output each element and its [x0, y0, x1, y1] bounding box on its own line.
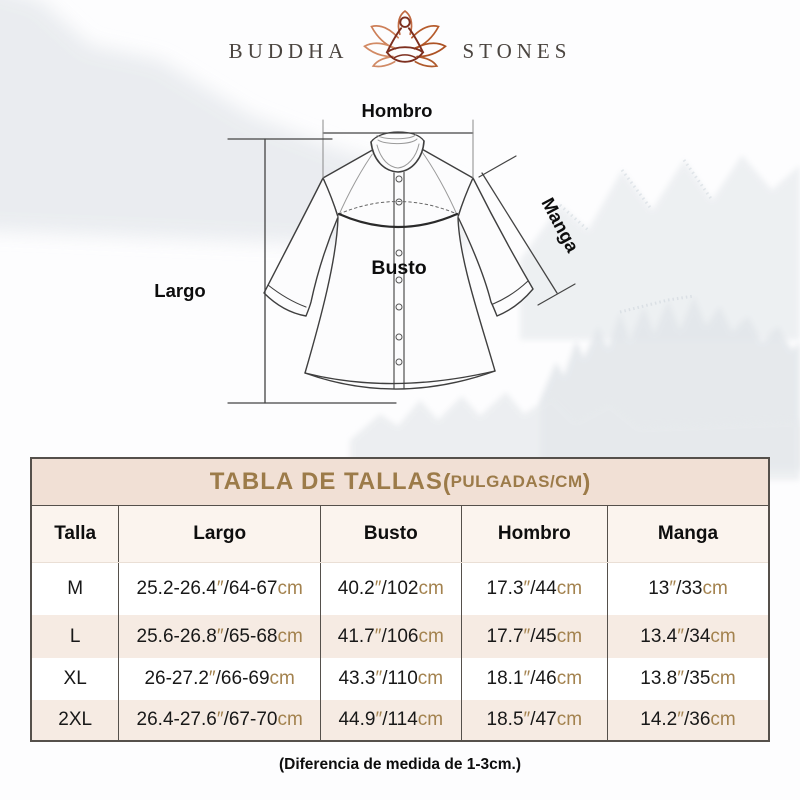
size-table-header-row: Talla Largo Busto Hombro Manga [32, 506, 768, 563]
size-table-body: M 25.2-26.4″/64-67cm 40.2″/102cm 17.3″/44cm… [32, 562, 768, 740]
table-row: M 25.2-26.4″/64-67cm 40.2″/102cm 17.3″/44cm… [32, 562, 768, 615]
measure-cell: 13″/33cm [607, 562, 768, 615]
header-length: Largo [118, 506, 321, 563]
header-size: Talla [32, 506, 119, 563]
size-cell: XL [63, 668, 87, 689]
measure-cell: 13.4″/34cm [607, 615, 768, 658]
measure-cell: 17.3″/44cm [460, 562, 608, 615]
garment-diagram: Hombro Largo Busto Manga [0, 90, 800, 450]
header-shoulder: Hombro [460, 506, 608, 563]
measure-cell: 26-27.2″/66-69cm [118, 658, 321, 700]
title-paren-open: ( [442, 468, 451, 495]
measure-cell: 43.3″/110cm [320, 658, 462, 700]
size-chart-units: PULGADAS/CM [450, 472, 583, 491]
size-cell: M [67, 578, 84, 599]
size-table: Talla Largo Busto Hombro Manga M 25.2-26.… [32, 506, 768, 740]
length-measure-label: Largo [154, 280, 206, 301]
shirt-sketch [227, 119, 576, 404]
measure-cell: 18.5″/47cm [460, 700, 608, 740]
table-row: 2XL 26.4-27.6″/67-70cm 44.9″/114cm 18.5″/47… [32, 700, 768, 740]
header-sleeve: Manga [607, 506, 768, 563]
size-chart-title: TABLA DE TALLAS [209, 468, 443, 495]
measure-cell: 40.2″/102cm [320, 562, 462, 615]
size-cell: L [69, 625, 81, 647]
measure-cell: 41.7″/106cm [320, 615, 462, 658]
size-chart: TABLA DE TALLAS(PULGADAS/CM) Talla Largo… [30, 457, 770, 742]
brand-logo: BUDDHA STONES [0, 8, 800, 80]
size-cell: 2XL [58, 709, 93, 730]
measure-cell: 44.9″/114cm [320, 700, 462, 740]
size-chart-title-band: TABLA DE TALLAS(PULGADAS/CM) [32, 459, 768, 506]
measure-cell: 25.2-26.4″/64-67cm [118, 562, 321, 615]
brand-word-left: BUDDHA [228, 38, 349, 63]
shoulder-measure-label: Hombro [361, 100, 433, 121]
measure-cell: 14.2″/36cm [607, 700, 768, 740]
brand-word-right: STONES [462, 38, 572, 63]
measure-cell: 13.8″/35cm [607, 658, 768, 700]
measurement-tolerance-note: (Diferencia de medida de 1-3cm.) [278, 756, 522, 773]
measure-cell: 17.7″/45cm [460, 615, 608, 658]
header-bust: Busto [320, 506, 462, 563]
bust-measure-label: Busto [371, 257, 427, 279]
title-paren-close: ) [582, 468, 591, 495]
measure-cell: 25.6-26.8″/65-68cm [118, 615, 321, 658]
lotus-meditation-icon [363, 10, 448, 68]
table-row: L 25.6-26.8″/65-68cm 41.7″/106cm 17.7″/45cm… [32, 615, 768, 658]
table-row: XL 26-27.2″/66-69cm 43.3″/110cm 18.1″/46cm 1… [32, 658, 768, 700]
measure-cell: 26.4-27.6″/67-70cm [118, 700, 321, 740]
measure-cell: 18.1″/46cm [460, 658, 608, 700]
